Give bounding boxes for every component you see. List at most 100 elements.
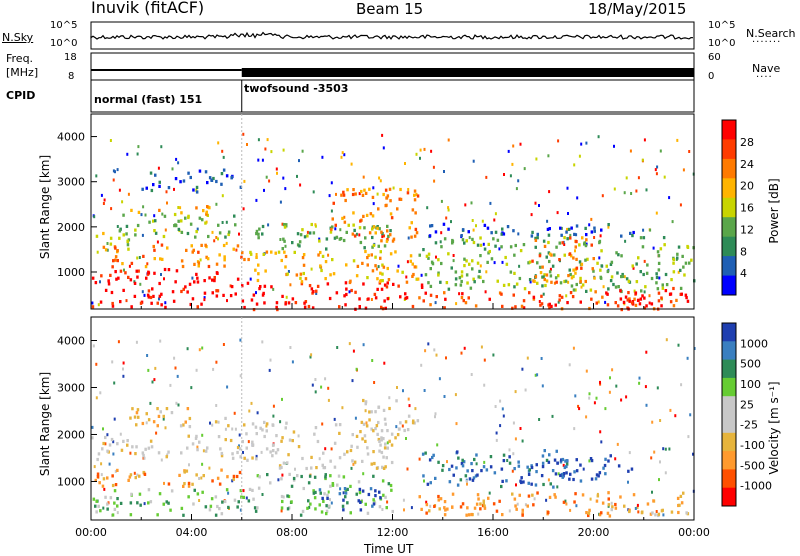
power-speckle — [567, 212, 569, 215]
velocity-band-cell — [318, 488, 322, 492]
power-band-cell — [500, 245, 503, 249]
power-speckle — [407, 188, 410, 191]
power-speckle — [599, 234, 602, 238]
velocity-band-cell — [547, 460, 551, 464]
velocity-band-cell — [169, 508, 172, 512]
power-band-cell — [343, 294, 346, 298]
power-band-cell — [306, 234, 309, 238]
velocity-band-cell — [527, 481, 530, 485]
power-band-cell — [458, 276, 462, 280]
power-band-cell — [596, 261, 599, 265]
velocity-band-cell — [101, 484, 105, 488]
power-band-cell — [460, 279, 463, 284]
power-ytick-label: 1000 — [57, 266, 85, 279]
power-speckle — [312, 190, 315, 194]
velocity-speckle — [114, 469, 117, 473]
velocity-band-cell — [679, 494, 683, 498]
velocity-speckle — [201, 462, 204, 466]
power-band-cell — [612, 282, 615, 287]
power-band-cell — [249, 252, 253, 256]
power-band-cell — [206, 205, 209, 209]
power-band-cell — [210, 178, 213, 182]
power-band-cell — [622, 300, 626, 304]
power-speckle — [126, 152, 129, 156]
velocity-band-cell — [357, 480, 361, 484]
power-speckle — [156, 240, 159, 244]
velocity-band-cell — [589, 457, 593, 461]
power-speckle — [362, 175, 365, 179]
power-band-cell — [95, 234, 99, 238]
velocity-band-cell — [565, 462, 569, 466]
velocity-band-cell — [377, 437, 381, 442]
power-band-cell — [328, 296, 332, 301]
velocity-speckle — [519, 427, 522, 430]
velocity-band-cell — [251, 422, 255, 426]
velocity-speckle — [145, 421, 148, 425]
power-band-cell — [256, 278, 260, 283]
velocity-speckle — [466, 482, 468, 486]
power-colorbar-swatch — [722, 236, 736, 257]
velocity-band-cell — [574, 492, 577, 496]
power-band-cell — [584, 244, 588, 248]
power-band-cell — [206, 181, 209, 185]
power-band-cell — [440, 245, 443, 249]
power-band-cell — [399, 187, 402, 192]
velocity-speckle — [119, 432, 122, 436]
power-speckle — [655, 172, 658, 176]
power-speckle — [597, 135, 600, 139]
velocity-speckle — [381, 508, 384, 511]
velocity-band-cell — [534, 483, 538, 487]
velocity-band-cell — [336, 483, 339, 487]
power-band-cell — [641, 245, 645, 249]
power-speckle — [370, 298, 373, 301]
power-band-cell — [255, 229, 259, 233]
power-band-cell — [471, 259, 474, 263]
velocity-band-cell — [587, 511, 591, 515]
power-band-cell — [650, 302, 654, 306]
power-band-cell — [574, 245, 577, 249]
power-band-cell — [216, 289, 220, 293]
power-speckle — [255, 291, 257, 295]
velocity-band-cell — [195, 434, 198, 438]
power-band-cell — [416, 277, 420, 281]
velocity-speckle — [95, 396, 98, 400]
power-band-cell — [302, 271, 305, 276]
power-band-cell — [371, 214, 375, 218]
velocity-band-cell — [338, 456, 342, 460]
velocity-band-cell — [531, 493, 534, 497]
power-speckle — [175, 157, 178, 161]
power-band-cell — [404, 292, 407, 296]
power-band-cell — [584, 226, 587, 230]
velocity-band-cell — [479, 502, 482, 506]
power-band-cell — [413, 265, 417, 269]
power-band-cell — [145, 276, 148, 280]
power-band-cell — [317, 253, 320, 257]
power-band-cell — [657, 299, 661, 303]
power-band-cell — [445, 281, 449, 285]
power-band-cell — [389, 252, 393, 256]
velocity-band-cell — [236, 505, 239, 509]
power-band-cell — [584, 258, 587, 262]
power-band-cell — [655, 272, 658, 276]
power-band-cell — [122, 233, 125, 237]
power-speckle — [116, 168, 119, 172]
velocity-speckle — [664, 447, 667, 451]
velocity-band-cell — [480, 469, 483, 473]
velocity-speckle — [564, 499, 567, 503]
power-speckle — [93, 215, 96, 219]
velocity-band-cell — [363, 434, 367, 438]
power-speckle — [523, 167, 526, 171]
power-band-cell — [249, 250, 252, 254]
velocity-band-cell — [278, 466, 282, 470]
power-band-cell — [572, 274, 575, 279]
power-band-cell — [261, 232, 264, 236]
velocity-band-cell — [97, 452, 101, 456]
velocity-band-cell — [149, 500, 153, 504]
power-band-cell — [531, 230, 534, 234]
power-band-cell — [174, 224, 178, 228]
power-speckle — [199, 258, 202, 262]
power-band-cell — [193, 262, 196, 266]
power-speckle — [99, 280, 101, 284]
velocity-speckle — [483, 383, 486, 387]
velocity-speckle — [508, 448, 511, 452]
